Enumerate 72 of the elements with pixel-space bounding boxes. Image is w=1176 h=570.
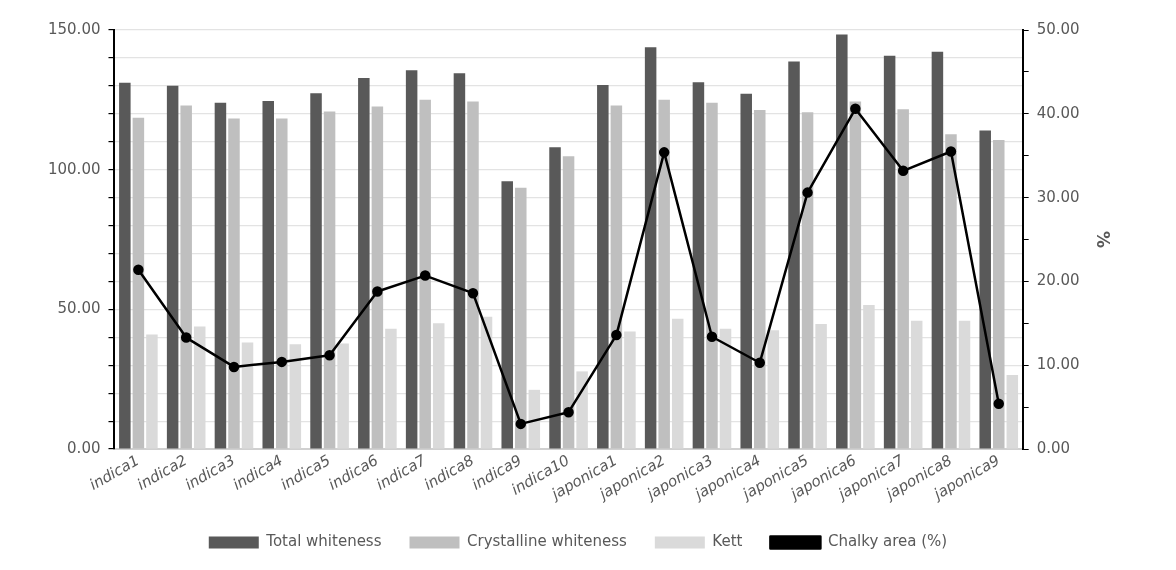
bar: [706, 102, 718, 449]
y-tick-label: 50.00: [57, 299, 101, 318]
bar: [658, 99, 670, 449]
point: [515, 418, 527, 430]
y2-tick-label: 40.00: [1036, 103, 1080, 122]
point: [945, 146, 957, 157]
bar: [467, 101, 479, 449]
y2-tick-label: 50.00: [1036, 19, 1080, 38]
legend-label: Total whiteness: [265, 532, 382, 551]
bar: [562, 156, 575, 449]
bar: [419, 99, 431, 449]
bar: [132, 117, 145, 449]
bar: [644, 47, 657, 449]
bar: [788, 61, 800, 449]
point: [180, 332, 192, 343]
bar: [801, 112, 814, 449]
bar: [262, 100, 274, 449]
point: [324, 349, 335, 361]
point: [133, 264, 144, 275]
bar: [405, 70, 418, 449]
point: [993, 398, 1005, 410]
bar: [945, 134, 957, 449]
y-tick-label: 100.00: [47, 159, 101, 178]
point: [611, 329, 622, 341]
y2-axis-title: %: [1093, 231, 1114, 249]
point: [706, 331, 718, 342]
y-tick-label: 0.00: [67, 438, 101, 457]
bar: [228, 118, 240, 449]
bar: [276, 118, 288, 449]
point: [276, 356, 288, 368]
bar: [692, 82, 705, 449]
point: [897, 165, 909, 177]
bar: [515, 187, 527, 449]
bar: [993, 140, 1005, 449]
point: [754, 357, 766, 368]
bar: [740, 93, 752, 449]
bar: [883, 55, 896, 449]
bar: [453, 73, 466, 449]
bar: [610, 105, 623, 449]
bar: [979, 130, 991, 449]
bar: [931, 51, 944, 449]
bar: [836, 34, 848, 449]
bar: [897, 109, 909, 449]
point: [228, 361, 240, 373]
bar: [310, 93, 322, 449]
y2-tick-label: 30.00: [1036, 187, 1080, 206]
bar: [549, 147, 561, 449]
point: [563, 406, 574, 418]
point: [850, 103, 861, 115]
bar: [180, 105, 192, 449]
legend-label: Crystalline whiteness: [467, 532, 628, 551]
bar: [597, 85, 609, 449]
bar: [214, 102, 227, 449]
bar: [754, 109, 766, 449]
point: [372, 286, 383, 297]
y-tick-label: 150.00: [47, 19, 101, 38]
point: [658, 147, 670, 158]
bar: [358, 78, 370, 449]
y2-tick-label: 10.00: [1036, 355, 1080, 374]
point: [467, 287, 479, 299]
legend-label: Kett: [712, 532, 743, 551]
point: [419, 270, 431, 281]
bar: [849, 101, 862, 449]
y2-tick-label: 20.00: [1036, 271, 1080, 290]
bar: [166, 85, 179, 449]
bar: [371, 106, 384, 449]
point: [802, 187, 813, 198]
bar: [501, 181, 513, 449]
bar: [323, 111, 336, 449]
y2-tick-label: 0.00: [1036, 438, 1071, 457]
legend-label: Chalky area (%): [827, 532, 948, 551]
bar: [119, 82, 131, 449]
